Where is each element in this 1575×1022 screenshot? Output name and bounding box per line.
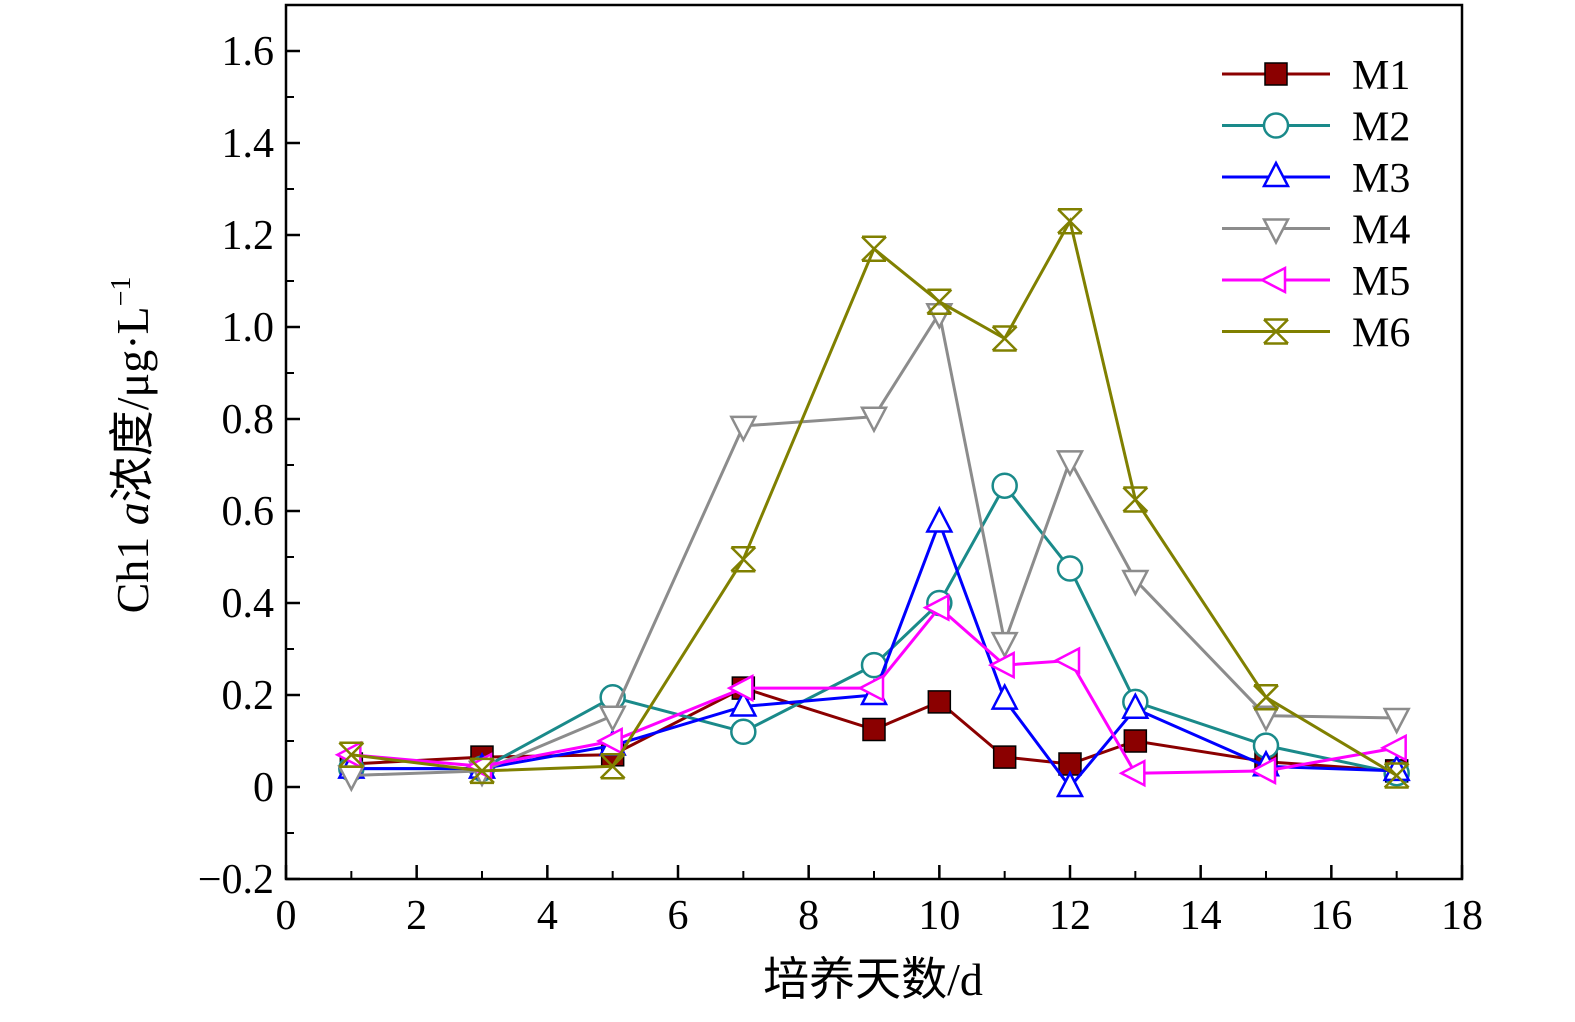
legend-entry-m1: M1	[1222, 53, 1410, 99]
legend-marker	[1259, 265, 1287, 295]
data-point	[729, 415, 758, 443]
data-point	[1253, 684, 1279, 711]
legend-entry-m3: M3	[1222, 156, 1410, 202]
y-tick-label: 0.4	[222, 581, 275, 627]
x-tick-label: 0	[276, 893, 297, 939]
data-point	[599, 753, 626, 780]
series-group	[334, 207, 1411, 798]
y-axis-label-prefix: Ch1	[107, 525, 158, 613]
x-tick-label: 4	[537, 893, 558, 939]
legend-label: M2	[1352, 105, 1410, 151]
legend-entry-m5: M5	[1222, 259, 1410, 305]
data-point	[1383, 762, 1410, 789]
data-point	[862, 717, 886, 742]
y-tick-label: 1.4	[222, 121, 275, 167]
series-m6	[338, 207, 1410, 789]
legend-label: M6	[1352, 311, 1410, 357]
data-point	[598, 705, 627, 733]
data-point	[861, 235, 887, 263]
legend-marker	[1262, 112, 1290, 139]
y-tick-label: 0.6	[222, 489, 275, 535]
legend-marker	[1264, 62, 1288, 86]
y-tick-label: 0.2	[222, 673, 275, 719]
y-tick-label: 0.8	[222, 397, 275, 443]
data-point	[1121, 692, 1150, 720]
data-point	[1121, 569, 1150, 597]
y-axis-label-suffix: 浓度/μg·L	[107, 306, 158, 502]
data-point	[1251, 705, 1281, 733]
legend-marker	[1263, 318, 1289, 345]
x-tick-label: 6	[668, 893, 689, 939]
legend-marker	[1261, 218, 1291, 246]
data-point	[990, 682, 1019, 710]
data-point	[859, 406, 889, 434]
data-point	[927, 690, 952, 714]
data-point	[926, 288, 953, 315]
x-tick-label: 2	[406, 893, 427, 939]
data-point	[1057, 207, 1083, 235]
data-point	[987, 651, 1015, 680]
data-point	[925, 302, 954, 330]
data-point	[992, 745, 1017, 769]
x-axis-label: 培养天数/d	[763, 954, 983, 1005]
data-point	[729, 689, 758, 717]
data-point	[595, 726, 623, 756]
data-point	[922, 593, 950, 622]
x-tick-label: 16	[1310, 893, 1352, 939]
y-tick-label: 1.6	[222, 29, 275, 75]
legend-label: M5	[1352, 259, 1410, 305]
y-tick-label: 0	[253, 765, 274, 811]
data-point	[1055, 450, 1085, 478]
data-point	[338, 741, 365, 769]
y-tick-label: −0.2	[198, 857, 274, 903]
x-axis-ticks: 0 2 4 6 8 10 12 14 16 18	[276, 865, 1483, 939]
x-tick-label: 10	[918, 893, 960, 939]
legend-marker	[1261, 160, 1291, 188]
legend-label: M1	[1352, 53, 1410, 99]
series-m4	[337, 302, 1411, 793]
data-point	[925, 505, 954, 533]
data-point	[990, 631, 1019, 659]
data-point	[1055, 770, 1085, 798]
data-point	[1382, 707, 1411, 735]
data-point	[857, 674, 885, 703]
data-point	[1379, 733, 1407, 762]
x-tick-label: 8	[798, 893, 819, 939]
y-tick-label: 1.2	[222, 213, 275, 259]
x-tick-label: 14	[1180, 893, 1222, 939]
axes	[284, 3, 1464, 881]
data-point	[1118, 759, 1146, 788]
data-point	[1053, 646, 1081, 675]
plot-frame	[284, 3, 1464, 881]
y-axis-ticks: −0.2 0 0.2 0.4 0.6 0.8 1.0 1.2 1.4 1.6	[198, 29, 300, 903]
series-line	[351, 309, 1397, 777]
legend-label: M3	[1352, 156, 1410, 202]
data-point	[1122, 486, 1149, 513]
legend-entry-m2: M2	[1222, 105, 1410, 151]
y-axis-label-superscript: −1	[106, 277, 137, 307]
legend-entry-m6: M6	[1222, 311, 1410, 357]
x-tick-label: 18	[1441, 893, 1483, 939]
data-point	[991, 472, 1018, 499]
data-point	[1056, 555, 1084, 582]
data-point	[730, 546, 757, 573]
x-tick-label: 12	[1049, 893, 1091, 939]
legend-entry-m4: M4	[1222, 208, 1410, 254]
legend: M1 M2 M3 M4 M5 M6	[1222, 53, 1410, 357]
data-point	[726, 674, 754, 703]
y-tick-label: 1.0	[222, 305, 275, 351]
data-point	[730, 718, 757, 746]
data-point	[469, 757, 495, 785]
y-axis-label-italic: a	[107, 502, 158, 525]
y-axis-label: Ch1 a浓度/μg·L−1	[106, 277, 158, 614]
data-point	[991, 325, 1018, 352]
legend-label: M4	[1352, 208, 1410, 254]
data-point	[1123, 729, 1148, 753]
data-point	[1249, 756, 1277, 785]
